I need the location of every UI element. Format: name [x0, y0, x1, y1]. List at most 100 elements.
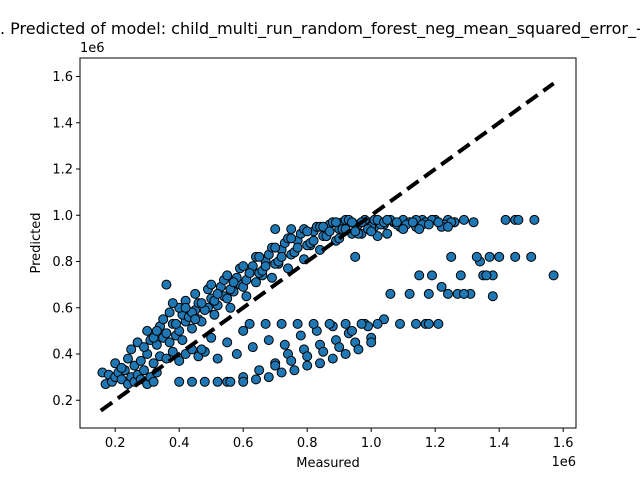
scatter-point	[414, 270, 425, 281]
y-axis-label: Predicted	[29, 212, 44, 273]
scatter-point	[142, 325, 153, 336]
scatter-point	[353, 344, 364, 355]
scatter-point	[398, 224, 409, 235]
scatter-point	[263, 335, 274, 346]
scatter-point	[199, 376, 210, 387]
scatter-point	[487, 291, 498, 302]
scatter-point	[241, 291, 252, 302]
scatter-point	[222, 337, 233, 348]
x-tick-label: 0.6	[233, 436, 254, 451]
scatter-point	[315, 358, 325, 369]
scatter-point	[350, 226, 361, 237]
scatter-point	[267, 272, 277, 283]
scatter-point	[190, 314, 201, 325]
scatter-point	[167, 298, 178, 309]
scatter-point	[196, 344, 207, 355]
scatter-point	[209, 309, 220, 320]
scatter-point	[289, 365, 300, 376]
scatter-point	[411, 318, 421, 329]
scatter-point	[529, 214, 540, 225]
scatter-point	[164, 337, 175, 348]
x-offset-label: 1e6	[551, 455, 576, 470]
data-points	[97, 214, 559, 390]
scatter-point	[222, 270, 233, 281]
scatter-point	[382, 214, 393, 225]
scatter-point	[292, 242, 303, 253]
scatter-point	[212, 376, 223, 387]
scatter-point	[190, 288, 201, 299]
y-tick-label: 1.4	[52, 116, 73, 131]
scatter-point	[327, 353, 338, 364]
scatter-point	[206, 279, 217, 290]
scatter-point	[171, 318, 181, 329]
reference-line	[99, 81, 555, 413]
scatter-point	[283, 263, 293, 274]
scatter-point	[187, 376, 197, 387]
scatter-point	[407, 217, 418, 228]
scatter-point	[151, 325, 162, 336]
y-tick-label: 1.6	[52, 70, 73, 85]
scatter-point	[340, 349, 351, 359]
scatter-point	[164, 307, 175, 318]
x-tick-label: 1.2	[425, 436, 446, 451]
scatter-point	[324, 226, 335, 237]
scatter-point	[247, 342, 258, 353]
scatter-point	[468, 217, 479, 228]
scatter-point	[238, 376, 249, 387]
scatter-point	[391, 217, 402, 228]
x-axis-ticks: 0.2 0.4 0.6 0.8 1.0 1.2 1.4 1.6	[105, 428, 574, 451]
scatter-point	[395, 318, 405, 329]
scatter-point	[161, 328, 172, 339]
scatter-point	[382, 228, 393, 239]
scatter-point	[225, 376, 236, 387]
scatter-point	[286, 233, 297, 244]
scatter-point	[251, 374, 261, 385]
scatter-point	[148, 376, 159, 387]
scatter-point	[260, 318, 271, 329]
scatter-point	[123, 353, 133, 364]
scatter-point	[414, 224, 425, 235]
scatter-point	[270, 242, 281, 253]
scatter-point	[356, 318, 367, 329]
x-tick-label: 1.6	[553, 436, 574, 451]
scatter-point	[500, 214, 511, 225]
scatter-point	[302, 351, 313, 362]
y-tick-label: 0.4	[52, 348, 73, 363]
scatter-point	[139, 365, 149, 376]
scatter-point	[308, 235, 319, 246]
scatter-point	[318, 346, 329, 357]
scatter-point	[443, 221, 453, 232]
scatter-point	[334, 342, 345, 353]
scatter-point	[350, 251, 361, 262]
plot-frame	[79, 57, 577, 429]
scatter-point	[302, 226, 313, 237]
scatter-point	[231, 349, 242, 359]
scatter-point	[263, 372, 274, 383]
x-tick-label: 0.4	[169, 436, 190, 451]
scatter-point	[340, 318, 351, 329]
y-axis-ticks: 0.2 0.4 0.6 0.8 1.0 1.2 1.4 1.6	[52, 70, 80, 409]
scatter-point	[251, 277, 261, 288]
scatter-point	[238, 325, 249, 336]
y-tick-label: 0.6	[52, 301, 73, 316]
scatter-point	[423, 318, 434, 329]
y-tick-label: 1.2	[52, 163, 73, 178]
scatter-point	[295, 330, 306, 341]
scatter-point	[324, 318, 335, 329]
scatter-point	[126, 344, 137, 355]
scatter-point	[139, 342, 149, 353]
scatter-point	[423, 219, 434, 230]
scatter-point	[135, 355, 146, 366]
scatter-point	[116, 362, 127, 373]
scatter-point	[174, 376, 185, 387]
scatter-point	[455, 270, 466, 281]
y-tick-label: 0.2	[52, 394, 73, 409]
scatter-point	[484, 251, 495, 262]
scatter-point	[308, 318, 319, 329]
scatter-point	[244, 318, 255, 329]
scatter-point	[196, 298, 207, 309]
scatter-point	[161, 279, 172, 290]
y-tick-label: 1.0	[52, 209, 73, 224]
x-axis-label: Measured	[296, 456, 360, 471]
